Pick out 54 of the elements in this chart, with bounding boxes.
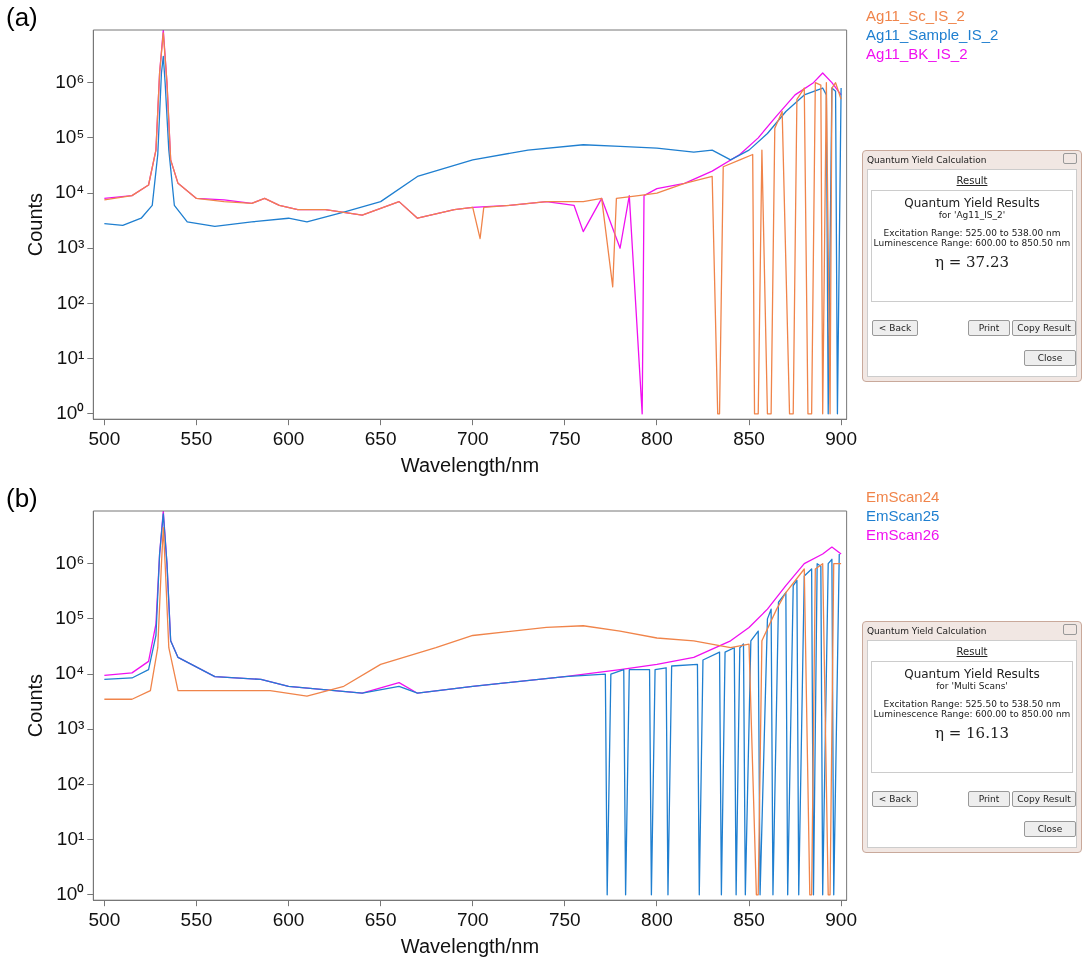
- x-tick-label: 600: [272, 427, 305, 449]
- chart-title: (b): [6, 483, 38, 514]
- text: Ag11_Sample_IS_2: [866, 25, 999, 44]
- dialog-window: Quantum Yield Calculation Result Quantum Yield Results for 'Multi Scans' Excitation Range: 525.50 to 538.50 nm Luminescence Range: 600.00 to 850.00 nm η = 16.13 < Back Print Copy Result Close: [862, 621, 1082, 853]
- x-tick-label: 750: [548, 908, 581, 930]
- x-axis-title: Wavelength/nm: [400, 453, 540, 476]
- y-tick-label: 10²: [56, 772, 85, 794]
- x-tick-label: 700: [456, 908, 489, 930]
- x-tick-label: 650: [364, 908, 397, 930]
- y-tick-label: 10⁵: [55, 607, 85, 629]
- x-tick-label: 600: [272, 908, 305, 930]
- y-tick-label: 10⁰: [56, 883, 85, 905]
- x-tick-label: 900: [825, 908, 857, 930]
- x-axis-title: Wavelength/nm: [400, 934, 540, 957]
- y-tick-label: 10⁶: [55, 551, 85, 573]
- x-tick-label: 650: [364, 427, 397, 449]
- copy-button: Copy Result: [1012, 320, 1076, 336]
- y-tick-label: 10¹: [56, 827, 85, 849]
- x-tick-label: 750: [548, 427, 581, 449]
- x-tick-label: 550: [180, 908, 213, 930]
- y-tick-label: 10²: [56, 291, 85, 313]
- text: Ag11_BK_IS_2: [866, 44, 969, 63]
- x-tick-label: 850: [733, 908, 765, 930]
- y-tick-label: 10³: [56, 717, 85, 739]
- x-tick-label: 500: [88, 908, 121, 930]
- y-axis-title: Counts: [23, 192, 46, 257]
- close-button: Close: [1024, 350, 1076, 366]
- print-button: Print: [968, 320, 1010, 336]
- y-tick-label: 10⁶: [55, 70, 85, 92]
- y-tick-label: 10⁰: [56, 402, 85, 424]
- back-button: < Back: [872, 320, 918, 336]
- print-button: Print: [968, 791, 1010, 807]
- close-button: Close: [1024, 821, 1076, 837]
- y-axis-title: Counts: [23, 673, 46, 738]
- x-tick-label: 700: [456, 427, 489, 449]
- y-tick-label: 10³: [56, 236, 85, 258]
- text: EmScan25: [866, 506, 940, 525]
- chart-title: (a): [6, 2, 38, 33]
- dialog-window: Quantum Yield Calculation Result Quantum Yield Results for 'Ag11_IS_2' Excitation Range: 525.00 to 538.00 nm Luminescence Range: 600.00 to 850.50 nm η = 37.23 < Back Print Copy Result Close: [862, 150, 1082, 382]
- x-tick-label: 500: [88, 427, 121, 449]
- x-tick-label: 800: [641, 908, 673, 930]
- y-tick-label: 10⁴: [54, 181, 85, 203]
- x-tick-label: 900: [825, 427, 857, 449]
- y-tick-label: 10⁵: [55, 126, 85, 148]
- copy-button: Copy Result: [1012, 791, 1076, 807]
- x-tick-label: 550: [180, 427, 213, 449]
- x-tick-label: 850: [733, 427, 765, 449]
- text: Ag11_Sc_IS_2: [866, 6, 966, 25]
- back-button: < Back: [872, 791, 918, 807]
- x-tick-label: 800: [641, 427, 673, 449]
- y-tick-label: 10⁴: [54, 662, 85, 684]
- series-label: EmScan26: [866, 525, 940, 544]
- y-tick-label: 10¹: [56, 346, 85, 368]
- text: EmScan24: [866, 487, 940, 506]
